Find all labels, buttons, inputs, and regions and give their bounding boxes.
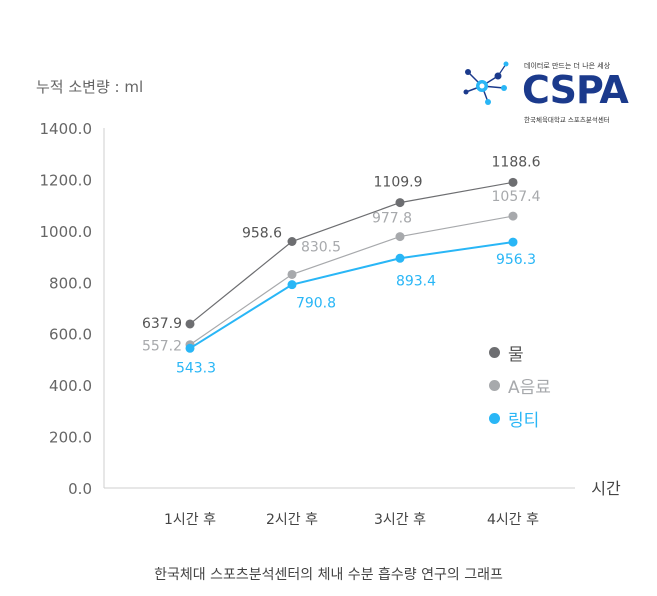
legend-marker	[489, 413, 500, 424]
legend-label: 물	[508, 345, 524, 365]
series-line	[189, 215, 514, 346]
legend-marker	[489, 380, 500, 391]
x-tick-label: 1시간 후	[164, 512, 216, 528]
data-label: 830.5	[301, 239, 341, 255]
data-point	[508, 211, 518, 221]
y-tick-label: 800.0	[49, 274, 92, 292]
data-point	[185, 343, 195, 353]
data-point	[508, 237, 518, 247]
x-tick-label: 4시간 후	[487, 512, 539, 528]
data-point	[287, 237, 297, 247]
chart-caption: 한국체대 스포츠분석센터의 체내 수분 흡수량 연구의 그래프	[154, 567, 503, 583]
y-axis-unit-label: 누적 소변량 : ml	[36, 78, 144, 96]
data-point	[287, 269, 297, 279]
data-label: 1057.4	[492, 189, 541, 205]
data-label: 958.6	[242, 226, 282, 242]
legend-item-a-drink: A음료	[489, 369, 551, 402]
data-label: 1109.9	[374, 175, 423, 191]
legend-label: A음료	[508, 378, 551, 398]
data-point	[508, 177, 518, 187]
x-axis-title: 시간	[591, 479, 621, 498]
y-tick-label: 400.0	[49, 377, 92, 395]
y-tick-label: 1200.0	[40, 171, 93, 189]
legend-item-water: 물	[489, 336, 551, 369]
data-label: 557.2	[142, 339, 182, 355]
data-point	[185, 319, 195, 329]
data-label: 790.8	[296, 296, 336, 312]
y-tick-label: 0.0	[68, 480, 92, 498]
data-point	[395, 198, 405, 208]
series-line	[189, 241, 514, 350]
data-label: 1188.6	[492, 154, 541, 170]
molecule-icon	[463, 61, 509, 105]
data-point	[395, 232, 405, 242]
chart-legend: 물 A음료 링티	[489, 336, 551, 435]
y-tick-label: 600.0	[49, 326, 92, 344]
data-label: 543.3	[176, 360, 216, 376]
series-line	[189, 181, 514, 325]
data-label: 956.3	[496, 252, 536, 268]
data-point	[395, 253, 405, 263]
cspa-logo: 데이터로 만드는 더 나은 세상 CSPA 한국체육대학교 스포츠분석센터	[460, 58, 635, 128]
y-tick-label: 1000.0	[40, 223, 93, 241]
legend-item-lingtea: 링티	[489, 402, 551, 435]
data-label: 977.8	[372, 211, 412, 227]
x-tick-label: 2시간 후	[266, 512, 318, 528]
logo-tagline: 데이터로 만드는 더 나은 세상	[524, 62, 611, 70]
data-label: 637.9	[142, 316, 182, 332]
logo-subtitle: 한국체육대학교 스포츠분석센터	[524, 116, 610, 124]
y-tick-label: 1400.0	[40, 120, 93, 138]
legend-label: 링티	[508, 411, 540, 431]
data-label: 893.4	[396, 273, 436, 289]
data-point	[287, 280, 297, 290]
y-tick-label: 200.0	[49, 429, 92, 447]
x-tick-label: 3시간 후	[374, 512, 426, 528]
legend-marker	[489, 347, 500, 358]
logo-wordmark: CSPA	[522, 68, 629, 112]
